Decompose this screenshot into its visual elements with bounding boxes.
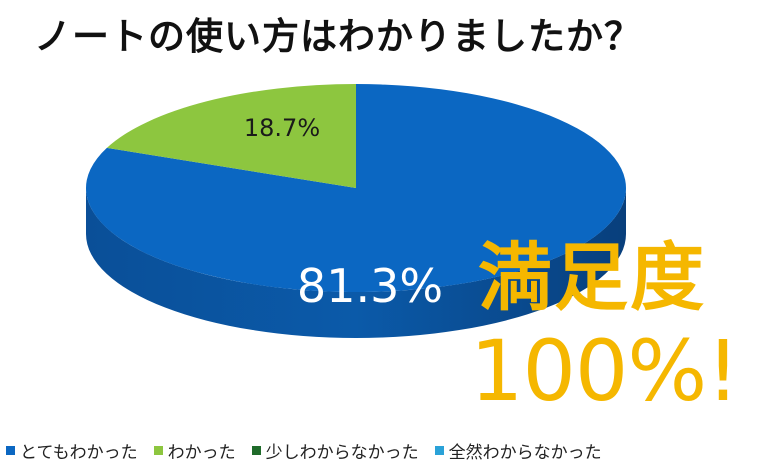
legend-swatch (6, 446, 15, 455)
legend-item-3: 全然わからなかった (434, 438, 602, 463)
legend-label: とてもわかった (20, 443, 138, 463)
legend-swatch (251, 446, 261, 455)
satisfaction-value: 100%! (470, 322, 740, 420)
legend-swatch (153, 446, 163, 455)
chart-title: ノートの使い方はわかりましたか？ (34, 15, 642, 58)
legend-label: わかった (167, 443, 236, 463)
legend-item-0: とてもわかった (6, 438, 138, 463)
legend-label: 全然わからなかった (448, 443, 602, 463)
legend-item-2: 少しわからなかった (251, 438, 419, 463)
legend-swatch (434, 446, 444, 455)
pie-slice-1 (106, 84, 356, 188)
pie-side-wall (86, 188, 626, 338)
pie-labels: 81.3% 18.7% (244, 114, 443, 313)
satisfaction-label: 満足度 (478, 235, 706, 321)
legend: とてもわかった わかった 少しわからなかった 全然わからなかった (6, 438, 602, 463)
legend-label: 少しわからなかった (265, 443, 419, 463)
pie-side (86, 188, 626, 338)
pie-top (85, 84, 627, 292)
pie-data-label-1: 18.7% (244, 114, 320, 142)
pie-data-label-0: 81.3% (297, 259, 443, 313)
legend-item-1: わかった (153, 438, 236, 463)
